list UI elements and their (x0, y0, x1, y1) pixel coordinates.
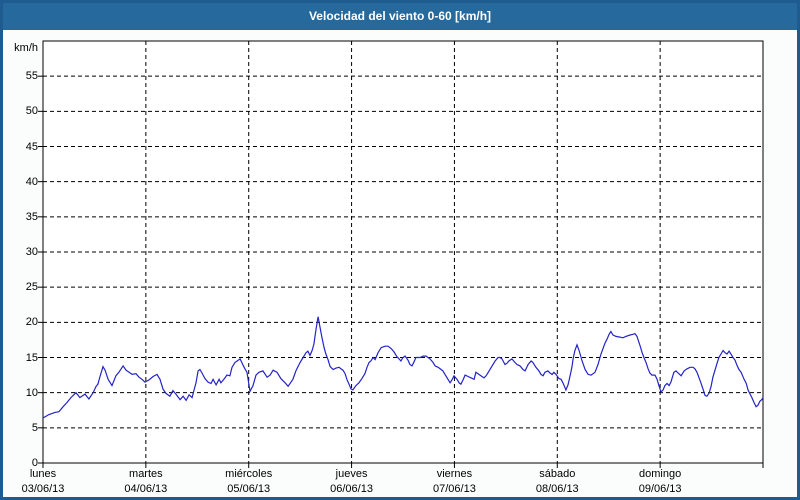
x-axis-weekday-label: viernes (436, 468, 473, 480)
x-axis-weekday-label: sábado (539, 468, 576, 480)
wind-speed-plot (38, 40, 764, 468)
y-axis-tick-label: 55 (25, 70, 38, 83)
y-axis-tick-label: 30 (25, 246, 38, 258)
y-axis-tick-label: 20 (25, 316, 38, 329)
x-axis-weekday-label: jueves (335, 468, 368, 480)
y-axis-unit-label: km/h (14, 42, 38, 54)
y-axis-tick-label: 25 (25, 281, 38, 294)
x-axis-date-label: 04/06/13 (124, 483, 168, 495)
y-axis-tick-label: 40 (25, 175, 38, 188)
x-axis-date-label: 09/06/13 (638, 483, 682, 495)
x-axis-date-label: 07/06/13 (433, 483, 476, 495)
y-axis-tick-label: 0 (31, 457, 38, 469)
chart-title: Velocidad del viento 0-60 [km/h] (308, 9, 492, 23)
x-axis-weekday-label: lunes (29, 468, 57, 480)
x-axis-weekday-label: martes (129, 468, 163, 480)
title-bar: Velocidad del viento 0-60 [km/h] (3, 3, 797, 30)
y-axis-tick-label: 5 (31, 421, 38, 434)
x-axis-date-label: 03/06/13 (21, 483, 65, 495)
x-axis-date-label: 06/06/13 (330, 483, 373, 495)
y-axis-tick-label: 35 (25, 210, 38, 223)
x-axis-date-label: 08/06/13 (535, 483, 579, 495)
wind-speed-line (42, 316, 764, 419)
y-axis-tick-label: 10 (25, 386, 38, 399)
y-axis-tick-label: 50 (25, 105, 38, 118)
y-axis-tick-label: 15 (25, 351, 38, 364)
x-axis-weekday-label: domingo (639, 468, 682, 480)
x-axis-date-label: 05/06/13 (227, 483, 271, 495)
y-axis-tick-label: 45 (25, 140, 38, 153)
x-axis-weekday-label: miércoles (225, 468, 273, 480)
